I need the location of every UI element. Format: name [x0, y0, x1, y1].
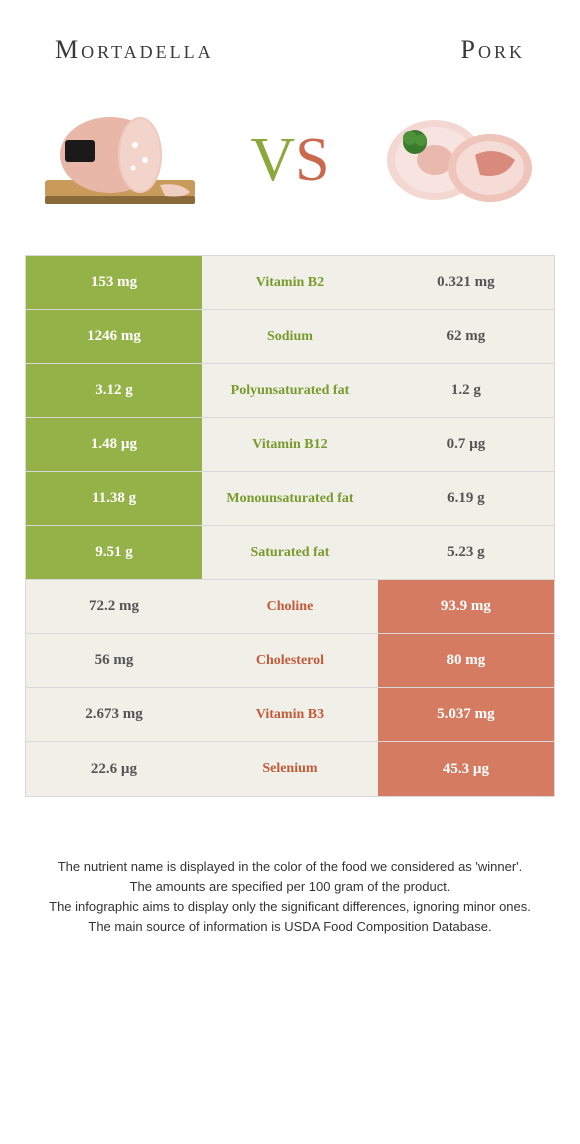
table-row: 3.12 gPolyunsaturated fat1.2 g: [26, 364, 554, 418]
table-row: 1.48 µgVitamin B120.7 µg: [26, 418, 554, 472]
value-left: 153 mg: [26, 256, 202, 309]
nutrient-name: Saturated fat: [202, 526, 378, 579]
vs-row: VS: [0, 85, 580, 255]
value-left: 1.48 µg: [26, 418, 202, 471]
value-left: 2.673 mg: [26, 688, 202, 741]
table-row: 9.51 gSaturated fat5.23 g: [26, 526, 554, 580]
footer-notes: The nutrient name is displayed in the co…: [30, 857, 550, 938]
mortadella-image: [30, 95, 210, 225]
nutrient-table: 153 mgVitamin B20.321 mg1246 mgSodium62 …: [25, 255, 555, 797]
footer-line: The main source of information is USDA F…: [30, 917, 550, 937]
value-right: 0.321 mg: [378, 256, 554, 309]
nutrient-name: Selenium: [202, 742, 378, 796]
table-row: 56 mgCholesterol80 mg: [26, 634, 554, 688]
value-right: 6.19 g: [378, 472, 554, 525]
table-row: 72.2 mgCholine93.9 mg: [26, 580, 554, 634]
value-left: 72.2 mg: [26, 580, 202, 633]
value-left: 11.38 g: [26, 472, 202, 525]
table-row: 22.6 µgSelenium45.3 µg: [26, 742, 554, 796]
value-right: 5.23 g: [378, 526, 554, 579]
nutrient-name: Vitamin B12: [202, 418, 378, 471]
value-left: 56 mg: [26, 634, 202, 687]
title-left: Mortadella: [55, 35, 214, 65]
value-right: 1.2 g: [378, 364, 554, 417]
vs-s: S: [295, 126, 329, 194]
value-right: 5.037 mg: [378, 688, 554, 741]
pork-image: [370, 95, 550, 225]
nutrient-name: Sodium: [202, 310, 378, 363]
footer-line: The nutrient name is displayed in the co…: [30, 857, 550, 877]
value-right: 45.3 µg: [378, 742, 554, 796]
value-left: 1246 mg: [26, 310, 202, 363]
nutrient-name: Vitamin B2: [202, 256, 378, 309]
table-row: 1246 mgSodium62 mg: [26, 310, 554, 364]
header: Mortadella Pork: [0, 0, 580, 85]
nutrient-name: Vitamin B3: [202, 688, 378, 741]
vs-v: V: [250, 126, 295, 194]
nutrient-name: Polyunsaturated fat: [202, 364, 378, 417]
value-right: 80 mg: [378, 634, 554, 687]
value-right: 62 mg: [378, 310, 554, 363]
vs-label: VS: [250, 125, 329, 196]
title-right: Pork: [461, 35, 525, 65]
footer-line: The infographic aims to display only the…: [30, 897, 550, 917]
table-row: 153 mgVitamin B20.321 mg: [26, 256, 554, 310]
value-left: 9.51 g: [26, 526, 202, 579]
value-left: 22.6 µg: [26, 742, 202, 796]
value-right: 93.9 mg: [378, 580, 554, 633]
table-row: 11.38 gMonounsaturated fat6.19 g: [26, 472, 554, 526]
table-row: 2.673 mgVitamin B35.037 mg: [26, 688, 554, 742]
value-left: 3.12 g: [26, 364, 202, 417]
footer-line: The amounts are specified per 100 gram o…: [30, 877, 550, 897]
value-right: 0.7 µg: [378, 418, 554, 471]
nutrient-name: Choline: [202, 580, 378, 633]
nutrient-name: Cholesterol: [202, 634, 378, 687]
nutrient-name: Monounsaturated fat: [202, 472, 378, 525]
